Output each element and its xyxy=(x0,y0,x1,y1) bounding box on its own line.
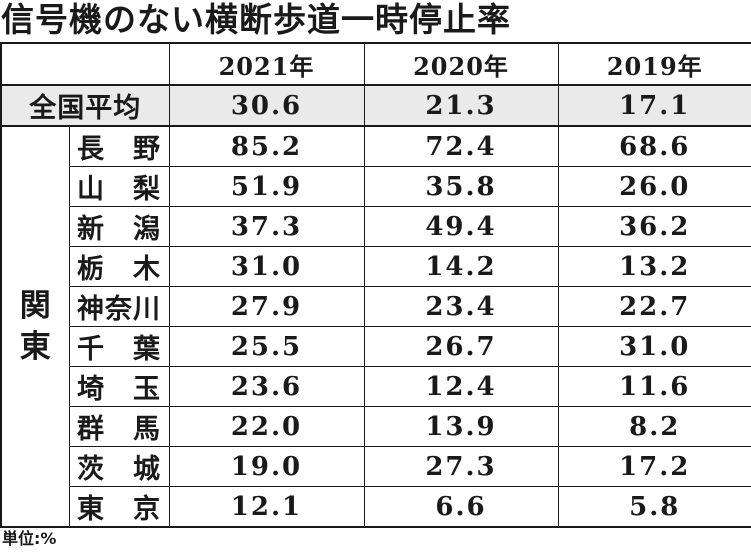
year-header-2019: 2019年 xyxy=(557,42,751,86)
rate-value: 17.2 xyxy=(557,446,751,487)
national-average-label: 全国平均 xyxy=(0,84,170,127)
rate-value: 85.2 xyxy=(168,125,365,167)
table-row: 栃 木 31.0 14.2 13.2 xyxy=(1,246,751,287)
table-row: 東 京 12.1 6.6 5.8 xyxy=(1,486,751,528)
rate-value: 21.3 xyxy=(363,84,559,127)
prefecture-name: 長 野 xyxy=(68,125,170,167)
prefecture-name: 新 潟 xyxy=(68,206,170,247)
rate-value: 13.2 xyxy=(557,246,751,287)
region-group-cell: 関 東 xyxy=(0,125,70,528)
page-title: 信号機のない横断歩道一時停止率 xyxy=(1,0,511,39)
prefecture-name: 茨 城 xyxy=(68,446,170,487)
prefecture-name: 東 京 xyxy=(68,486,170,528)
rate-value: 26.7 xyxy=(363,326,559,367)
region-group-label: 関 東 xyxy=(19,287,51,365)
prefecture-name: 山 梨 xyxy=(68,166,170,207)
rate-value: 27.9 xyxy=(168,286,365,327)
rate-value: 30.6 xyxy=(168,84,365,127)
table-row: 茨 城 19.0 27.3 17.2 xyxy=(1,446,751,487)
table-row: 新 潟 37.3 49.4 36.2 xyxy=(1,206,751,247)
rate-value: 36.2 xyxy=(557,206,751,247)
year-header-2021: 2021年 xyxy=(168,42,365,86)
rate-value: 68.6 xyxy=(557,125,751,167)
rate-value: 26.0 xyxy=(557,166,751,207)
table-row: 山 梨 51.9 35.8 26.0 xyxy=(1,166,751,207)
rate-value: 25.5 xyxy=(168,326,365,367)
prefecture-name: 千 葉 xyxy=(68,326,170,367)
table-row: 千 葉 25.5 26.7 31.0 xyxy=(1,326,751,367)
rate-value: 12.4 xyxy=(363,366,559,407)
rate-value: 14.2 xyxy=(363,246,559,287)
rate-value: 13.9 xyxy=(363,406,559,447)
rate-value: 6.6 xyxy=(363,486,559,528)
unit-note: 単位:% xyxy=(2,529,57,548)
rate-value: 37.3 xyxy=(168,206,365,247)
rate-value: 23.4 xyxy=(363,286,559,327)
rate-value: 23.6 xyxy=(168,366,365,407)
rate-value: 19.0 xyxy=(168,446,365,487)
rate-value: 49.4 xyxy=(363,206,559,247)
stop-rate-table: 2021年 2020年 2019年 全国平均 30.6 21.3 17.1 関 … xyxy=(0,42,751,528)
table-row: 群 馬 22.0 13.9 8.2 xyxy=(1,406,751,447)
prefecture-name: 群 馬 xyxy=(68,406,170,447)
rate-value: 35.8 xyxy=(363,166,559,207)
rate-value: 31.0 xyxy=(168,246,365,287)
rate-value: 72.4 xyxy=(363,125,559,167)
prefecture-name: 神奈川 xyxy=(68,286,170,327)
table-row: 埼 玉 23.6 12.4 11.6 xyxy=(1,366,751,407)
table-row: 関 東 長 野 85.2 72.4 68.6 xyxy=(0,125,751,528)
corner-cell xyxy=(0,42,170,86)
table-header-row: 2021年 2020年 2019年 xyxy=(0,42,751,86)
rate-value: 22.0 xyxy=(168,406,365,447)
rate-value: 12.1 xyxy=(168,486,365,528)
rate-value: 8.2 xyxy=(557,406,751,447)
rate-value: 22.7 xyxy=(557,286,751,327)
rate-value: 31.0 xyxy=(557,326,751,367)
rate-value: 27.3 xyxy=(363,446,559,487)
prefecture-name: 栃 木 xyxy=(68,246,170,287)
year-header-2020: 2020年 xyxy=(363,42,559,86)
prefecture-name: 埼 玉 xyxy=(68,366,170,407)
rate-value: 5.8 xyxy=(557,486,751,528)
rate-value: 51.9 xyxy=(168,166,365,207)
rate-value: 17.1 xyxy=(557,84,751,127)
rate-value: 11.6 xyxy=(557,366,751,407)
table-row: 神奈川 27.9 23.4 22.7 xyxy=(1,286,751,327)
national-average-row: 全国平均 30.6 21.3 17.1 xyxy=(0,84,751,127)
